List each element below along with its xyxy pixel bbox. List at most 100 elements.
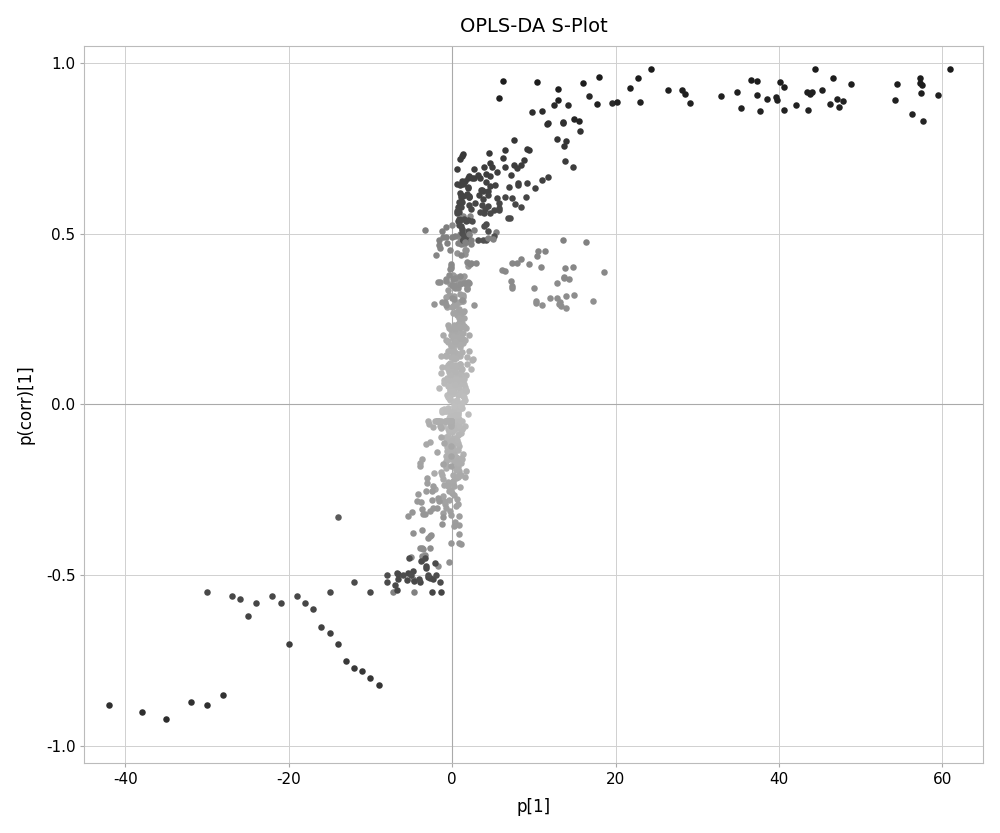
Point xyxy=(530,245,546,258)
Point xyxy=(452,375,468,388)
Point xyxy=(419,476,435,490)
Point xyxy=(506,133,522,147)
Point xyxy=(406,574,422,587)
Point xyxy=(415,507,431,521)
Point xyxy=(452,269,468,282)
Point xyxy=(456,394,472,407)
Point xyxy=(451,418,467,431)
Point xyxy=(452,481,468,494)
Point xyxy=(448,421,464,434)
Point xyxy=(565,160,581,173)
Point xyxy=(447,365,463,378)
Point xyxy=(453,377,469,391)
Point xyxy=(454,196,470,209)
Point xyxy=(450,368,466,382)
Point xyxy=(455,177,471,190)
Point xyxy=(447,321,463,334)
Point xyxy=(513,158,529,172)
Point xyxy=(452,399,468,412)
Point xyxy=(448,471,464,485)
Point xyxy=(459,256,475,269)
Point xyxy=(454,396,470,409)
Point xyxy=(447,362,463,376)
Point xyxy=(440,335,456,348)
Point xyxy=(463,362,479,376)
Point xyxy=(428,569,444,582)
Point xyxy=(454,317,470,330)
Point xyxy=(405,564,421,577)
Point xyxy=(553,299,569,312)
Point xyxy=(446,423,462,436)
Point xyxy=(461,190,477,203)
Point xyxy=(289,589,305,602)
Point xyxy=(438,461,454,475)
Point xyxy=(500,212,516,225)
Point xyxy=(433,367,449,380)
Point xyxy=(441,415,457,428)
Point xyxy=(441,426,457,439)
Point xyxy=(452,152,468,165)
Point xyxy=(458,384,474,397)
Point xyxy=(437,404,453,417)
Point xyxy=(445,437,461,451)
Point xyxy=(418,559,434,572)
Point xyxy=(438,449,454,462)
Point xyxy=(450,331,466,344)
Point xyxy=(447,297,463,311)
Point xyxy=(540,116,556,129)
Point xyxy=(446,414,462,427)
Point xyxy=(446,346,462,359)
Point xyxy=(443,383,459,397)
Point xyxy=(458,385,474,398)
Point xyxy=(914,78,930,92)
Point xyxy=(450,272,466,285)
Point xyxy=(452,312,468,325)
Point xyxy=(443,417,459,431)
Point xyxy=(447,373,463,387)
Point xyxy=(497,190,513,203)
Point xyxy=(451,273,467,287)
Point xyxy=(443,418,459,431)
Point xyxy=(454,362,470,375)
Point xyxy=(420,415,436,428)
Point xyxy=(822,97,838,110)
Point xyxy=(529,75,545,88)
Point xyxy=(449,420,465,433)
Point xyxy=(549,132,565,146)
Point xyxy=(440,404,456,417)
Point xyxy=(443,414,459,427)
Point xyxy=(464,215,480,228)
Point xyxy=(452,227,468,241)
Point xyxy=(453,307,469,320)
Point xyxy=(453,201,469,214)
Point xyxy=(475,234,491,247)
Point xyxy=(455,306,471,319)
Point xyxy=(444,218,460,232)
Point xyxy=(428,249,444,262)
Point xyxy=(432,419,448,432)
Point xyxy=(437,403,453,416)
Point xyxy=(444,358,460,372)
Point xyxy=(422,541,438,555)
Point xyxy=(455,446,471,460)
Point xyxy=(534,105,550,118)
Point xyxy=(454,345,470,358)
Point xyxy=(445,272,461,286)
Point xyxy=(443,415,459,428)
Point xyxy=(449,247,465,260)
Point xyxy=(450,338,466,352)
Point xyxy=(478,176,494,189)
Point xyxy=(510,179,526,192)
Point xyxy=(451,416,467,429)
Point xyxy=(456,237,472,251)
Point xyxy=(346,661,362,674)
Point xyxy=(482,179,498,192)
Point xyxy=(447,335,463,348)
Point xyxy=(412,575,428,588)
Point xyxy=(451,510,467,523)
Point xyxy=(441,432,457,446)
Point xyxy=(435,506,451,520)
Point xyxy=(371,678,387,691)
Point xyxy=(444,381,460,394)
Point xyxy=(439,444,455,457)
